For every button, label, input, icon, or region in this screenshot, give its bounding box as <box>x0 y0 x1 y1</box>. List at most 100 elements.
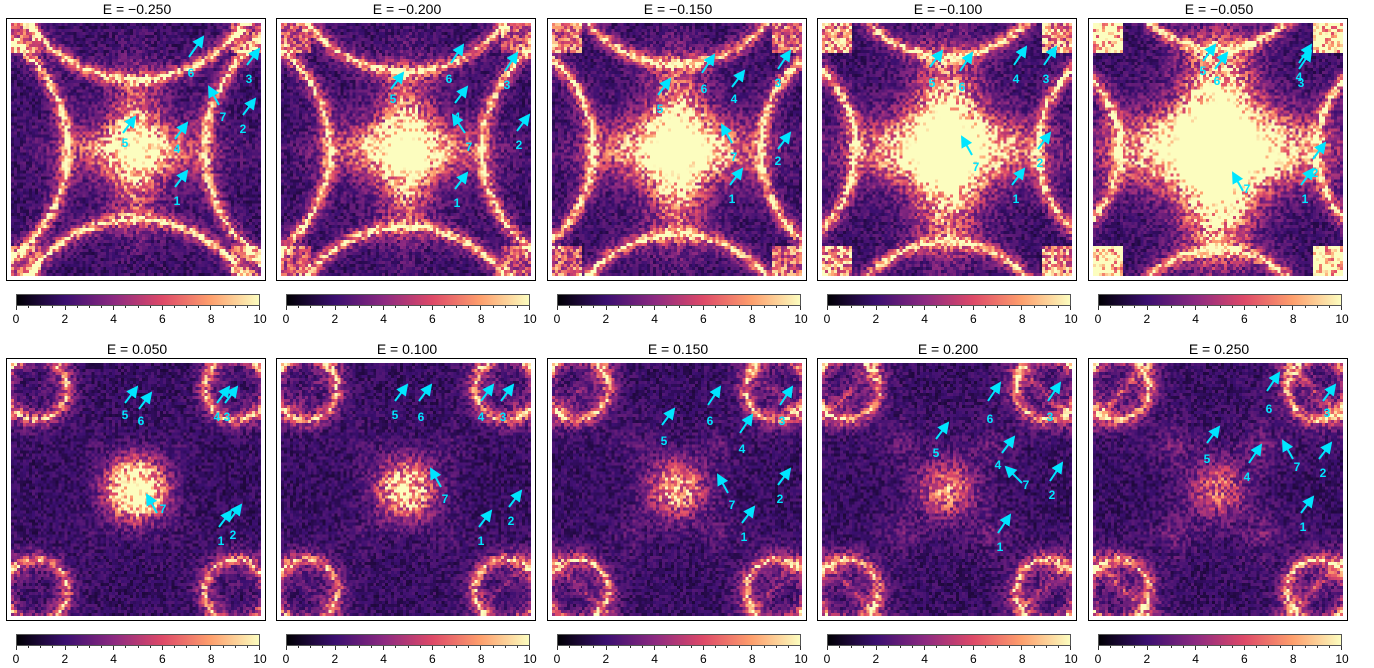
arrow-6 <box>1214 51 1229 70</box>
arrow-label-3: 3 <box>1047 410 1054 424</box>
colorbar-tick-label: 8 <box>477 652 485 666</box>
arrow-label-1: 1 <box>218 534 225 548</box>
colorbar-tick <box>1098 646 1099 650</box>
colorbar-tick <box>198 306 200 308</box>
colorbar-tick-label: 4 <box>921 312 928 326</box>
colorbar-tick <box>1122 646 1124 648</box>
arrow-4 <box>480 383 495 402</box>
arrow-5 <box>1202 43 1217 62</box>
colorbar-tick <box>456 646 458 648</box>
colorbar-tick <box>1045 646 1047 648</box>
panel-title: E = −0.200 <box>372 1 442 17</box>
arrow-2 <box>1312 141 1327 160</box>
arrow-1 <box>174 169 189 188</box>
panel-title: E = 0.050 <box>106 341 168 357</box>
colorbar-ticks <box>16 646 260 651</box>
arrow-6 <box>1266 371 1281 392</box>
colorbar-tick <box>678 306 680 308</box>
colorbar-tick <box>899 306 901 308</box>
colorbar-tick <box>714 646 716 648</box>
colorbar-tick <box>149 306 151 308</box>
colorbar-tick-label: 4 <box>110 312 117 326</box>
colorbar-tick <box>1219 306 1221 308</box>
colorbar-tick <box>468 646 470 648</box>
colorbar-tick <box>88 646 90 648</box>
heatmap-frame: 1 2 3 4 5 6 7 <box>276 358 536 621</box>
colorbar-tick-label: 8 <box>748 312 756 326</box>
colorbar-tick <box>468 306 470 308</box>
colorbar-tick <box>629 646 631 648</box>
colorbar-tick <box>443 646 445 648</box>
colorbar-tick-label: 0 <box>553 652 561 666</box>
colorbar-tick <box>739 306 741 308</box>
colorbar-tick <box>1207 646 1209 648</box>
arrow-label-5: 5 <box>122 136 129 150</box>
colorbar-tick-label: 10 <box>523 312 537 326</box>
colorbar-tick <box>654 306 656 310</box>
colorbar-tick <box>763 306 765 308</box>
colorbar-tick <box>1170 306 1172 308</box>
colorbar-tick <box>997 306 999 308</box>
colorbar-tick <box>605 646 607 650</box>
arrow-5 <box>390 71 405 90</box>
colorbar-tick <box>702 306 704 310</box>
colorbar-tick-label: 6 <box>159 312 166 326</box>
colorbar-tick <box>516 306 518 308</box>
colorbar-tick-label: 6 <box>429 312 436 326</box>
colorbar-tick <box>16 306 17 310</box>
colorbar-tick <box>827 646 828 650</box>
colorbar-tick <box>827 306 828 310</box>
arrow-label-2: 2 <box>516 138 523 152</box>
arrow-label-4: 4 <box>478 410 485 424</box>
colorbar-tick <box>1122 306 1124 308</box>
heatmap-frame: 1 2 3 4 5 6 7 <box>547 18 807 281</box>
colorbar-tick <box>234 646 236 648</box>
colorbar-ticks <box>1098 646 1342 651</box>
colorbar-tick-label: 10 <box>1335 312 1349 326</box>
arrow-5 <box>1206 425 1221 444</box>
colorbar-tick <box>334 306 336 310</box>
colorbar <box>286 294 530 306</box>
colorbar <box>16 294 260 306</box>
arrow-5 <box>661 407 676 426</box>
colorbar-tick <box>40 646 42 648</box>
colorbar-tick <box>1316 306 1318 308</box>
colorbar-tick <box>64 306 66 310</box>
arrow-label-5: 5 <box>1204 452 1211 466</box>
arrow-3 <box>504 51 519 72</box>
colorbar-tick <box>222 646 224 648</box>
colorbar-tick <box>984 306 986 308</box>
colorbar-tick <box>569 646 571 648</box>
arrow-label-2: 2 <box>230 528 237 542</box>
colorbar-tick <box>605 306 607 310</box>
colorbar-tick <box>1021 306 1023 310</box>
arrow-label-2: 2 <box>1312 166 1319 180</box>
colorbar-tick <box>1098 306 1099 310</box>
colorbar-tick <box>800 646 801 650</box>
arrow-label-7: 7 <box>220 110 227 124</box>
arrow-label-2: 2 <box>1037 156 1044 170</box>
colorbar-tick <box>125 646 127 648</box>
arrow-label-6: 6 <box>959 80 966 94</box>
colorbar-tick <box>516 646 518 648</box>
colorbar-tick <box>28 306 30 308</box>
arrow-2 <box>242 97 257 116</box>
colorbar-tick <box>751 306 753 310</box>
colorbar-tick <box>322 306 324 308</box>
qpi-panel-2: E = −0.200 1 2 3 4 5 6 7 0 2 4 6 8 10 <box>276 0 538 328</box>
colorbar-tick-label: 2 <box>61 652 69 666</box>
arrow-label-4: 4 <box>731 92 738 106</box>
arrow-3 <box>777 49 792 70</box>
colorbar-tick <box>346 306 348 308</box>
colorbar-tick <box>186 646 188 648</box>
colorbar-tick <box>52 646 54 648</box>
arrow-4 <box>216 385 231 404</box>
arrow-2 <box>1049 461 1064 482</box>
colorbar-tick <box>1268 646 1270 648</box>
heatmap-image <box>822 23 1072 276</box>
colorbar-tick <box>529 646 530 650</box>
arrow-label-7: 7 <box>973 160 980 174</box>
colorbar-tick <box>76 646 78 648</box>
